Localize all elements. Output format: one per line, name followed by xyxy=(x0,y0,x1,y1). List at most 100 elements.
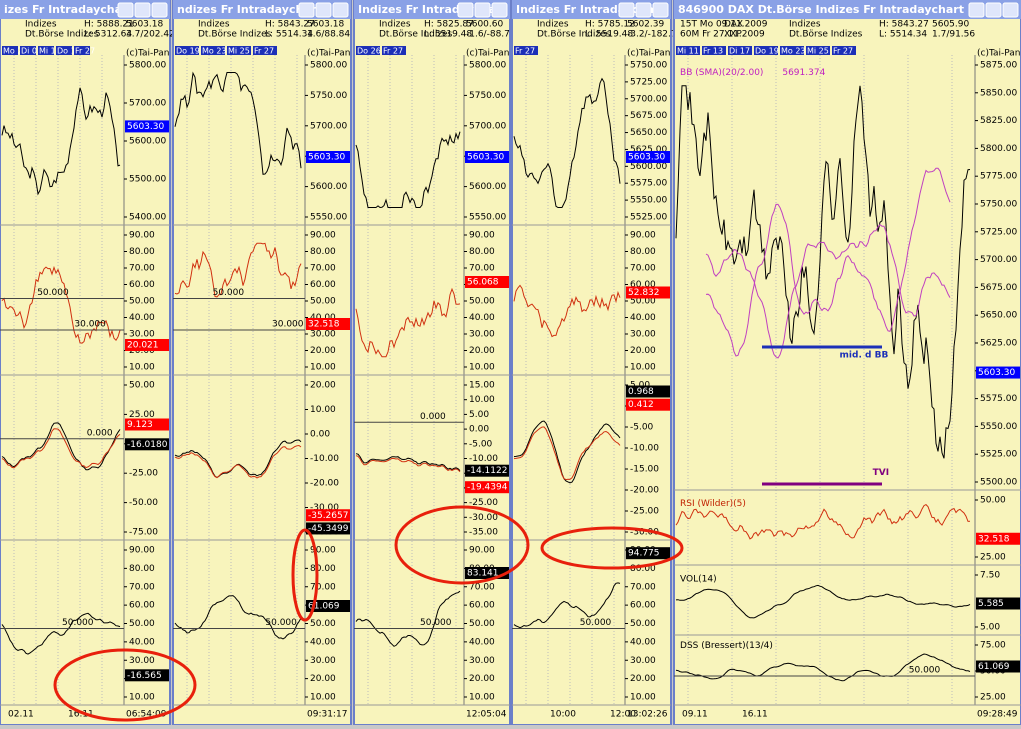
axis-label: 5550.00 xyxy=(310,213,347,223)
axis-label: 50.00 xyxy=(469,619,495,629)
info-text: 1.6/88.84 xyxy=(307,30,350,40)
pane-note: 50.000 xyxy=(909,666,941,676)
value-badge xyxy=(626,398,670,411)
value-badge-text: 5603.30 xyxy=(127,122,164,132)
indicator-line xyxy=(1,428,121,469)
info-text: 5603.18 xyxy=(126,20,163,30)
time-label: 09:28:49 xyxy=(977,710,1018,720)
axis-label: 15.00 xyxy=(469,381,495,391)
pane-note: 0.000 xyxy=(87,428,113,438)
chart-window: 846900 DAX Dt.Börse Indizes Fr Intradayc… xyxy=(673,0,1021,726)
window-max-button[interactable] xyxy=(134,2,151,18)
info-text: 5603.18 xyxy=(307,20,344,30)
date-cell xyxy=(832,46,856,55)
window-close-button[interactable] xyxy=(652,2,669,18)
value-badge-text: 61.069 xyxy=(308,602,340,612)
value-badge-text: 56.068 xyxy=(467,278,499,288)
value-badge xyxy=(306,318,350,330)
window-close-button[interactable] xyxy=(491,2,508,18)
indicator-line xyxy=(513,426,621,481)
window-max-button[interactable] xyxy=(474,2,491,18)
axis-label: 5625.00 xyxy=(980,339,1017,349)
window-title: izes Fr Intradaychart xyxy=(4,3,133,16)
date-cell xyxy=(2,46,18,55)
axis-label: 40.00 xyxy=(469,637,495,647)
info-text: 5605.90 xyxy=(932,20,969,30)
window-body xyxy=(673,0,1021,726)
window-max-button[interactable] xyxy=(635,2,652,18)
axis-label: -5.00 xyxy=(630,423,654,433)
value-badge xyxy=(976,366,1020,379)
axis-label: 25.00 xyxy=(129,410,155,420)
axis-label: 40.00 xyxy=(630,313,656,323)
highlight-ellipse xyxy=(53,648,197,722)
date-label: Do 26 xyxy=(357,47,381,56)
time-label: 09:31:17 xyxy=(307,710,347,720)
value-badge-text: 94.775 xyxy=(628,549,660,559)
axis-label: 5700.00 xyxy=(129,99,166,109)
window-max-button[interactable] xyxy=(985,2,1002,18)
date-cell xyxy=(175,46,199,55)
window-close-button[interactable] xyxy=(151,2,168,18)
window-max-button[interactable] xyxy=(315,2,332,18)
axis-label: -25.00 xyxy=(469,498,498,508)
date-label: Mo 23 xyxy=(202,47,227,56)
window-min-button[interactable] xyxy=(457,2,474,18)
axis-label: 60.00 xyxy=(129,601,155,611)
axis-label: 5750.00 xyxy=(980,200,1017,210)
axis-label: 50.00 xyxy=(129,297,155,307)
value-badge xyxy=(626,547,670,560)
axis-label: 10.00 xyxy=(310,405,336,415)
indicator-line xyxy=(513,284,621,338)
pane-note: mid. d BB xyxy=(840,351,889,361)
info-text: H: 5843.27 xyxy=(879,20,929,30)
date-cell xyxy=(38,46,54,55)
window-min-button[interactable] xyxy=(117,2,134,18)
axis-label: 5600.00 xyxy=(310,182,347,192)
axis-label: 5750.00 xyxy=(310,91,347,101)
date-cell xyxy=(514,46,538,55)
axis-label: 80.00 xyxy=(469,247,495,257)
axis-label: 5800.00 xyxy=(129,61,166,71)
date-label: Fr 27 xyxy=(75,47,95,56)
axis-label: 5800.00 xyxy=(310,61,347,71)
axis-label: 70.00 xyxy=(469,582,495,592)
axis-label: 80.00 xyxy=(310,564,336,574)
window-min-button[interactable] xyxy=(618,2,635,18)
window-close-button[interactable] xyxy=(332,2,349,18)
axis-label: 0.00 xyxy=(310,430,330,440)
value-badge-text: -14.1122 xyxy=(467,466,507,476)
axis-label: 40.00 xyxy=(630,637,656,647)
pane-note: 5691.374 xyxy=(782,68,825,78)
axis-label: 70.00 xyxy=(469,264,495,274)
axis-label: 10.00 xyxy=(310,363,336,373)
axis-label: 5500.00 xyxy=(129,175,166,185)
value-badge-text: 52.832 xyxy=(628,288,660,298)
window-title: 846900 DAX Dt.Börse Indizes Fr Intradayc… xyxy=(678,3,964,16)
title-bar xyxy=(674,0,1021,19)
window-min-button[interactable] xyxy=(968,2,985,18)
axis-label: 70.00 xyxy=(129,582,155,592)
pane-note: 50.000 xyxy=(580,618,612,628)
date-label: Di 03 xyxy=(21,47,42,56)
date-label: Do 19 xyxy=(755,47,779,56)
axis-label: 5700.00 xyxy=(469,121,506,131)
value-badge xyxy=(626,286,670,299)
highlight-ellipse xyxy=(540,526,684,570)
axis-label: 5575.00 xyxy=(630,179,667,189)
info-text: -3.2/-182.7 xyxy=(627,30,677,40)
window-min-button[interactable] xyxy=(298,2,315,18)
date-label: Do 19 xyxy=(57,47,81,56)
axis-label: 60.00 xyxy=(469,601,495,611)
info-text: Dt.Börse Indizes xyxy=(789,30,863,40)
axis-label: 60.00 xyxy=(310,280,336,290)
axis-label: 50.00 xyxy=(630,297,656,307)
axis-label: 70.00 xyxy=(630,264,656,274)
axis-label: 10.00 xyxy=(630,363,656,373)
axis-label: -30.00 xyxy=(469,513,498,523)
value-badge-text: 5603.30 xyxy=(308,153,345,163)
window-close-button[interactable] xyxy=(1002,2,1019,18)
value-badge-text: -19.4394 xyxy=(467,483,508,493)
axis-label: 5725.00 xyxy=(980,227,1017,237)
